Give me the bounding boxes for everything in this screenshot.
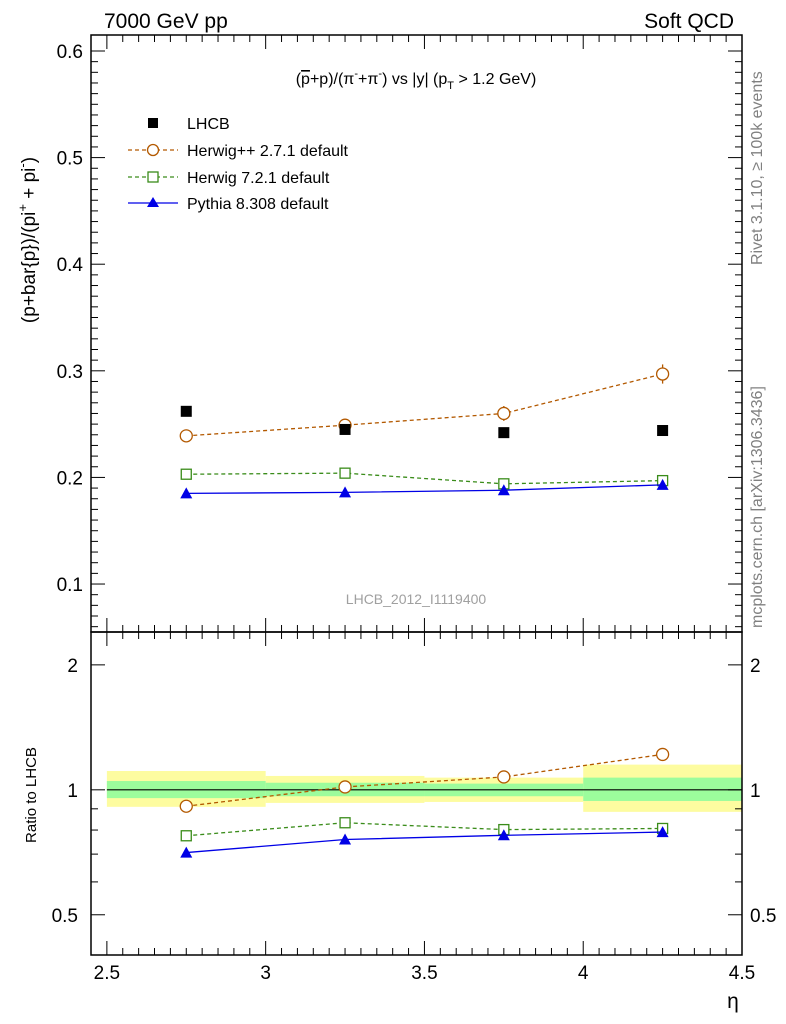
main-herwig-7-2-1-default-point [180,468,192,480]
title-sub: T [447,80,454,92]
main-herwig-2-7-1-default-point [497,406,511,421]
header-right: Soft QCD [644,10,734,33]
ratio-y-tick-label-left: 1 [67,781,78,802]
main-ylabel: (p+bar{p})/(pi+ + pi-) [15,157,40,323]
legend-label-herwig-pp: Herwig++ 2.7.1 default [187,143,349,160]
title-b: +p)/(π [310,71,354,88]
main-y-tick-label: 0.2 [57,468,83,489]
title-d: ) vs |y| (p [382,71,447,88]
ratio-y-tick-label-right: 1 [750,781,761,802]
main-lhcb-point [180,405,192,417]
ratio-herwig-2-7-1-default-point [655,747,670,762]
ratio-pythia-8-308-default-line [186,831,663,854]
ratio-pythia-8-308-default-point [180,846,193,858]
ratio-herwig-7-2-1-default-line [186,822,663,837]
main-ylabel-sup1: + [15,204,30,212]
main-y-tick-label: 0.3 [57,362,83,383]
title-a: ( [296,71,302,88]
legend-item-lhcb: LHCB [148,116,230,133]
x-tick-label: 4 [578,963,589,984]
legend-item-pythia: Pythia 8.308 default [128,196,329,213]
x-tick-label: 2.5 [94,963,120,984]
ratio-frame [90,631,743,956]
ratio-herwig-7-2-1-default-point [180,830,192,842]
main-y-tick-label: 0.1 [57,575,83,596]
legend-label-lhcb: LHCB [187,116,230,133]
main-herwig-2-7-1-default-point [655,367,670,381]
x-tick-label: 3 [260,963,271,984]
ratio-herwig-7-2-1-default-point [339,817,351,829]
legend: LHCB Herwig++ 2.7.1 default Herwig 7.2.1… [128,116,349,213]
main-ylabel-a: (p+bar{p})/(pi [19,212,40,323]
x-axis-label: η [727,990,739,1013]
ratio-panel: 2.5 3 3.5 4 4.5 0.5 0.5 1 1 2 2 [52,631,776,984]
header-left: 7000 GeV pp [104,10,228,33]
ratio-ylabel: Ratio to LHCB [23,747,40,843]
plot-title: (p+p)/(π-+π-) vs |y| (pT > 1.2 GeV) [296,68,537,92]
main-ylabel-b: + pi [19,168,40,204]
main-lhcb-point [657,425,669,437]
ratio-herwig-2-7-1-default-point [338,780,352,794]
rivet-label: Rivet 3.1.10, ≥ 100k events [749,71,766,265]
main-y-tick-label: 0.5 [57,149,83,170]
legend-marker-herwig7 [147,171,159,183]
main-lhcb-point [498,427,510,439]
ratio-pythia-8-308-default-point [497,829,510,841]
title-c: +π [358,71,378,88]
main-pythia-8-308-default-point [339,486,352,498]
title-sup2: - [378,68,382,80]
ratio-herwig-2-7-1-default-point [497,770,511,784]
title-sup1: - [354,68,358,80]
ratio-herwig-2-7-1-default-point [179,799,193,813]
x-tick-label: 3.5 [411,963,437,984]
ratio-y-tick-label-left: 2 [67,656,78,677]
mcplots-label: mcplots.cern.ch [arXiv:1306.3436] [749,386,766,628]
analysis-label: LHCB_2012_I1119400 [346,591,487,607]
ratio-pythia-8-308-default-point [656,826,669,838]
main-ylabel-sup2: - [15,163,30,167]
ratio-y-tick-label-left: 0.5 [52,906,78,927]
legend-label-herwig7: Herwig 7.2.1 default [187,170,330,187]
main-herwig-7-2-1-default-line [186,472,663,485]
title-e: > 1.2 GeV) [454,71,536,88]
main-y-tick-label: 0.6 [57,42,83,63]
main-panel: 0.1 0.2 0.3 0.4 0.5 0.6 [57,34,743,646]
main-y-tick-label: 0.4 [57,255,84,276]
ratio-y-tick-label-right: 2 [750,656,761,677]
legend-marker-pythia [147,197,159,207]
title-bar-p: p [301,71,310,88]
main-pythia-8-308-default-point [180,487,193,499]
legend-marker-herwig-pp [146,143,160,157]
ratio-herwig-2-7-1-default-line [186,753,663,807]
main-ylabel-c: ) [19,157,40,163]
ratio-pythia-8-308-default-point [339,833,352,845]
legend-item-herwig-pp: Herwig++ 2.7.1 default [128,143,349,160]
legend-item-herwig7: Herwig 7.2.1 default [128,170,330,187]
legend-marker-lhcb [148,118,158,128]
main-lhcb-point [339,423,351,435]
main-herwig-7-2-1-default-point [339,467,351,479]
main-pythia-8-308-default-point [656,478,669,490]
main-herwig-2-7-1-default-line [186,373,663,437]
x-tick-label: 4.5 [729,963,755,984]
legend-label-pythia: Pythia 8.308 default [187,196,329,213]
ratio-y-tick-label-right: 0.5 [750,906,776,927]
main-pythia-8-308-default-line [186,484,663,495]
main-pythia-8-308-default-point [497,484,510,496]
main-herwig-2-7-1-default-point [179,429,193,443]
